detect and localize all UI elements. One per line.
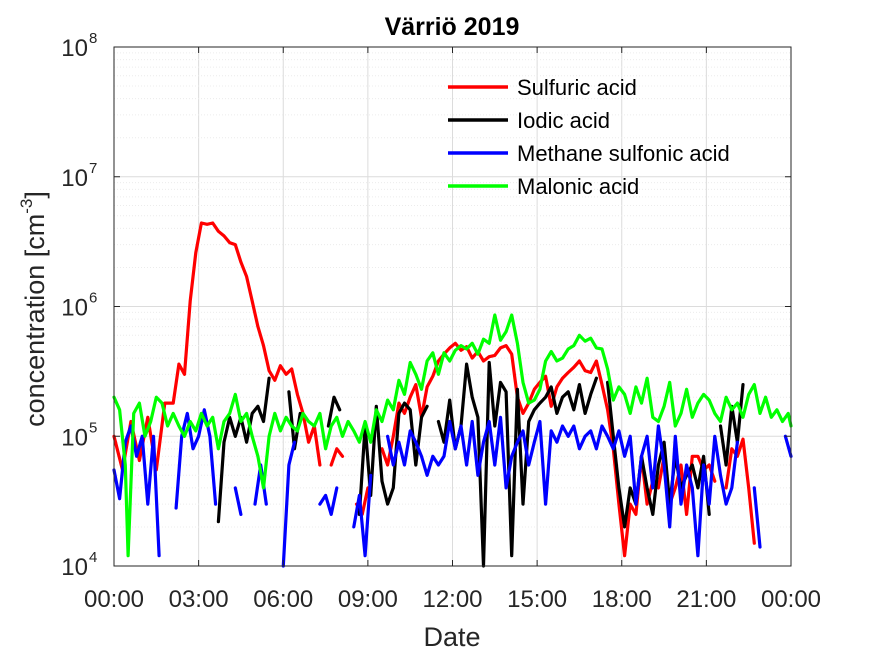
- series-line-methane-sulfonic-acid: [752, 486, 762, 549]
- y-tick-exponent: 8: [89, 30, 97, 47]
- x-tick-label: 00:00: [761, 586, 821, 613]
- legend-label: Iodic acid: [517, 108, 610, 133]
- y-tick-label: 10: [61, 35, 88, 62]
- y-tick-label: 10: [61, 424, 88, 451]
- y-tick-exponent: 4: [89, 549, 97, 566]
- y-axis-label-close: ]: [20, 191, 50, 199]
- y-tick-label: 10: [61, 554, 88, 581]
- legend: Sulfuric acid Iodic acid Methane sulfonic …: [448, 75, 730, 199]
- y-axis-label-main: concentration [cm: [20, 214, 50, 427]
- y-axis-label-exponent: -3: [17, 199, 36, 214]
- x-tick-label: 15:00: [507, 586, 567, 613]
- legend-label: Malonic acid: [517, 174, 639, 199]
- series-line-iodic-acid: [216, 376, 271, 524]
- series-line-malonic-acid: [112, 313, 793, 558]
- x-tick-label: 00:00: [84, 586, 144, 613]
- y-tick-exponent: 7: [89, 160, 97, 177]
- series-line-iodic-acid: [326, 395, 342, 428]
- chart-title: Värriö 2019: [385, 13, 520, 41]
- series-line-iodic-acid: [436, 360, 599, 568]
- series-line-methane-sulfonic-acid: [318, 486, 339, 517]
- y-tick-exponent: 5: [89, 419, 97, 436]
- legend-label: Methane sulfonic acid: [517, 141, 730, 166]
- x-tick-label: 12:00: [422, 586, 482, 613]
- y-tick-exponent: 6: [89, 290, 97, 307]
- axis-ticks: 00:00 03:00 06:00 09:00 12:00 15:00 18:00 21:00…: [61, 30, 821, 613]
- series-layer: [112, 221, 793, 568]
- x-tick-label: 03:00: [169, 586, 229, 613]
- y-axis-label: concentration [cm-3]: [17, 191, 50, 427]
- series-line-sulfuric-acid: [724, 437, 756, 545]
- series-line-methane-sulfonic-acid: [386, 415, 740, 558]
- series-line-methane-sulfonic-acid: [281, 440, 297, 568]
- x-axis-label: Date: [423, 622, 480, 652]
- series-line-methane-sulfonic-acid: [112, 424, 161, 558]
- series-line-sulfuric-acid: [112, 221, 322, 472]
- x-tick-label: 06:00: [253, 586, 313, 613]
- y-axis-label-text: concentration [cm-3]: [17, 191, 50, 427]
- series-line-methane-sulfonic-acid: [233, 486, 243, 517]
- series-line-methane-sulfonic-acid: [352, 473, 373, 558]
- series-line-sulfuric-acid: [329, 447, 345, 467]
- x-tick-label: 18:00: [592, 586, 652, 613]
- x-tick-label: 21:00: [676, 586, 736, 613]
- y-tick-label: 10: [61, 165, 88, 192]
- x-tick-label: 09:00: [338, 586, 398, 613]
- series-line-methane-sulfonic-acid: [783, 434, 793, 458]
- series-line-iodic-acid: [605, 380, 711, 529]
- legend-label: Sulfuric acid: [517, 75, 637, 100]
- y-tick-label: 10: [61, 295, 88, 322]
